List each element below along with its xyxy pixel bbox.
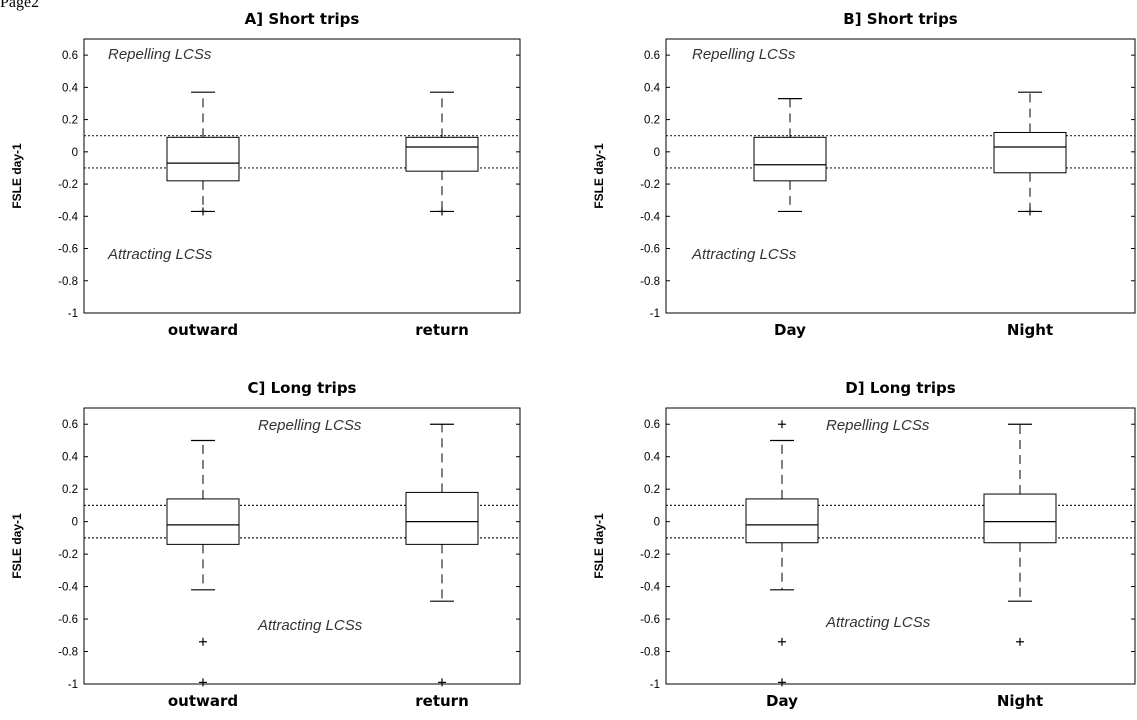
box-iqr xyxy=(405,136,479,172)
x-category-label: Night xyxy=(997,692,1043,710)
x-category-label: Day xyxy=(766,692,798,710)
plot-frame xyxy=(83,38,521,314)
box-day xyxy=(745,420,819,687)
y-tick-label: 0.6 xyxy=(62,50,78,62)
chart-panel-2: B] Short trips FSLE day-1 0.6 0.4 0.2 0 -0.2 -0… xyxy=(592,10,1136,339)
y-tick-label: 0.6 xyxy=(644,50,660,62)
annotation-attracting: Attracting LCSs xyxy=(825,614,931,631)
y-tick-label: 0.2 xyxy=(644,484,660,496)
box-iqr xyxy=(405,491,479,545)
y-tick-label: 0.2 xyxy=(62,115,78,127)
chart-panel-1: A] Short trips FSLE day-1 0.6 0.4 0.2 0 -0.2 -0… xyxy=(10,10,521,339)
chart-title: A] Short trips xyxy=(245,10,360,28)
y-tick-label: -0.2 xyxy=(58,179,78,191)
annotation-attracting: Attracting LCSs xyxy=(107,246,213,263)
x-category-label: Night xyxy=(1007,321,1053,339)
chart-title: C] Long trips xyxy=(248,379,357,397)
x-category-label: outward xyxy=(168,321,238,339)
y-tick-label: -1 xyxy=(68,308,78,320)
y-tick-label: -1 xyxy=(650,679,660,691)
x-category-label: outward xyxy=(168,692,238,710)
y-tick-label: -0.4 xyxy=(58,582,78,594)
box-return xyxy=(405,91,479,216)
y-tick-label: -0.8 xyxy=(58,276,78,288)
y-tick-label: -0.6 xyxy=(640,244,660,256)
chart-title: D] Long trips xyxy=(845,379,955,397)
y-tick-label: 0.2 xyxy=(62,484,78,496)
y-axis-label: FSLE day-1 xyxy=(592,513,606,579)
y-tick-label: -0.4 xyxy=(58,211,78,223)
annotation-attracting: Attracting LCSs xyxy=(691,246,797,263)
x-category-label: return xyxy=(415,321,469,339)
box-day xyxy=(753,98,827,213)
y-axis-label: FSLE day-1 xyxy=(10,513,24,579)
y-tick-label: 0.4 xyxy=(62,82,79,94)
chart-panel-4: D] Long trips FSLE day-1 0.6 0.4 0.2 0 -0.2 -0.… xyxy=(592,379,1136,710)
plot-frame xyxy=(665,407,1136,685)
box-iqr xyxy=(745,498,819,544)
y-tick-label: 0 xyxy=(654,147,660,159)
y-tick-label: -0.4 xyxy=(640,582,660,594)
y-tick-label: 0.4 xyxy=(62,452,79,464)
y-tick-label: -0.4 xyxy=(640,211,660,223)
y-tick-label: -0.6 xyxy=(58,614,78,626)
box-iqr xyxy=(753,136,827,182)
box-iqr xyxy=(166,136,240,182)
y-tick-label: 0.2 xyxy=(644,115,660,127)
y-tick-label: -0.6 xyxy=(58,244,78,256)
y-axis-label: FSLE day-1 xyxy=(10,143,24,209)
y-tick-label: -0.2 xyxy=(640,179,660,191)
box-iqr xyxy=(983,493,1057,544)
y-axis-label: FSLE day-1 xyxy=(592,143,606,209)
y-tick-label: -1 xyxy=(650,308,660,320)
y-tick-label: -0.8 xyxy=(58,647,78,659)
y-tick-label: -0.2 xyxy=(640,549,660,561)
box-outward xyxy=(166,91,240,216)
x-category-label: return xyxy=(415,692,469,710)
y-tick-label: -1 xyxy=(68,679,78,691)
y-tick-label: -0.6 xyxy=(640,614,660,626)
plot-frame xyxy=(665,38,1136,314)
y-tick-label: 0 xyxy=(72,147,78,159)
y-tick-label: 0.4 xyxy=(644,82,661,94)
annotation-repelling: Repelling LCSs xyxy=(108,46,212,63)
annotation-repelling: Repelling LCSs xyxy=(826,417,930,434)
chart-title: B] Short trips xyxy=(843,10,958,28)
box-return xyxy=(405,423,479,687)
y-tick-label: 0.6 xyxy=(62,419,78,431)
y-tick-label: -0.8 xyxy=(640,647,660,659)
y-tick-label: 0 xyxy=(72,517,78,529)
box-iqr xyxy=(993,131,1067,174)
y-tick-label: 0.4 xyxy=(644,452,661,464)
page-label: Page2 xyxy=(0,0,40,11)
annotation-attracting: Attracting LCSs xyxy=(257,617,363,634)
annotation-repelling: Repelling LCSs xyxy=(692,46,796,63)
y-tick-label: 0 xyxy=(654,517,660,529)
box-night xyxy=(993,91,1067,216)
y-tick-label: -0.2 xyxy=(58,549,78,561)
annotation-repelling: Repelling LCSs xyxy=(258,417,362,434)
y-tick-label: -0.8 xyxy=(640,276,660,288)
chart-panel-3: C] Long trips FSLE day-1 0.6 0.4 0.2 0 -0.2 -0.… xyxy=(10,379,521,710)
y-tick-label: 0.6 xyxy=(644,419,660,431)
box-night xyxy=(983,423,1057,646)
plot-frame xyxy=(83,407,521,685)
box-iqr xyxy=(166,498,240,545)
x-category-label: Day xyxy=(774,321,806,339)
box-outward xyxy=(166,439,240,687)
